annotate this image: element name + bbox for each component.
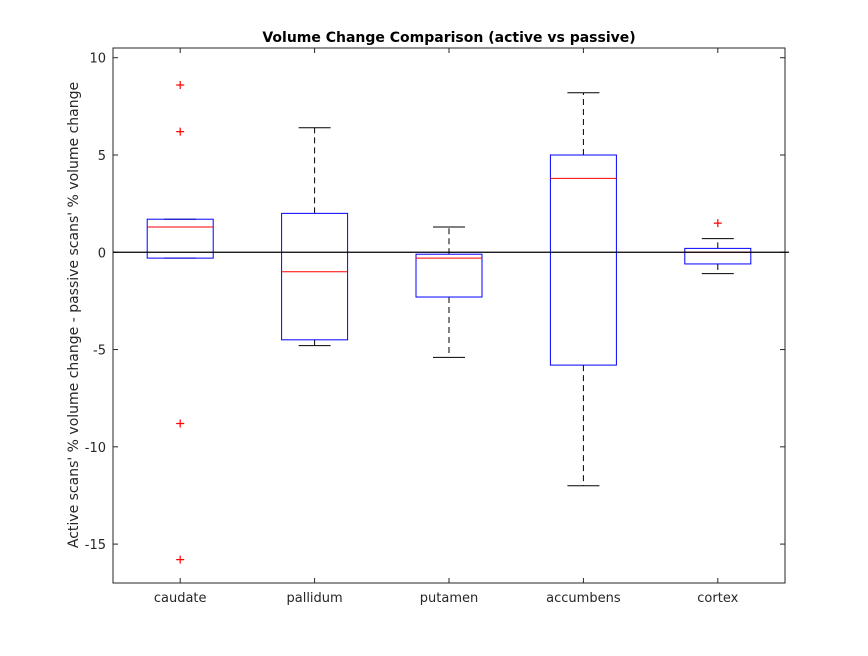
y-tick-label: -15	[85, 538, 106, 553]
x-tick-label-cortex: cortex	[697, 591, 738, 606]
box-accumbens	[549, 92, 617, 487]
plot-area	[112, 47, 786, 584]
box-caudate	[146, 80, 214, 564]
x-tick-label-accumbens: accumbens	[546, 591, 621, 606]
box-iqr	[281, 212, 349, 341]
y-tick-label: 10	[89, 52, 106, 67]
x-axis: caudate pallidum putamen accumbens cortex	[154, 48, 739, 606]
outlier-point	[176, 419, 185, 428]
x-tick-label-putamen: putamen	[420, 591, 478, 606]
box-series	[113, 80, 789, 564]
y-axis-label: Active scans' % volume change - passive …	[66, 82, 82, 548]
box-iqr	[146, 218, 214, 259]
box-iqr	[684, 247, 752, 265]
outlier-point	[176, 555, 185, 564]
y-tick-label: 0	[98, 246, 106, 261]
box-iqr	[549, 154, 617, 366]
y-tick-label: -5	[93, 344, 106, 359]
x-tick-label-caudate: caudate	[154, 591, 207, 606]
x-tick-label-pallidum: pallidum	[286, 591, 342, 606]
box-pallidum	[281, 127, 349, 347]
outlier-point	[176, 80, 185, 89]
outlier-point	[713, 219, 722, 228]
chart-title: Volume Change Comparison (active vs pass…	[262, 30, 635, 46]
y-tick-label: 5	[98, 149, 106, 164]
y-axis: 10 5 0 -5 -10 -15	[85, 52, 785, 553]
box-iqr	[415, 253, 483, 298]
outlier-point	[176, 127, 185, 136]
y-tick-label: -10	[85, 441, 106, 456]
box-putamen	[415, 226, 483, 358]
